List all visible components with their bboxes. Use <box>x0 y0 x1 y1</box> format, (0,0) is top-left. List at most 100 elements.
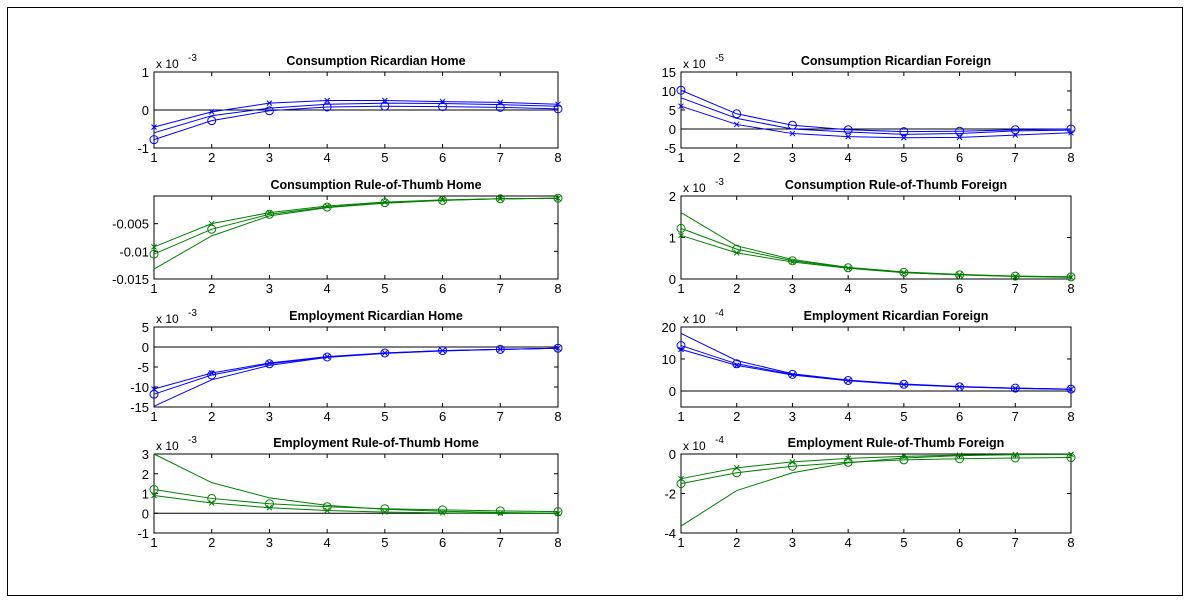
x-tick-label: 2 <box>733 281 740 296</box>
data-point-cross <box>1068 274 1074 281</box>
data-point-circle <box>149 249 159 259</box>
x-tick-label: 5 <box>381 409 388 424</box>
data-point-cross <box>845 265 851 272</box>
data-point-circle <box>553 104 563 114</box>
series-line-3 <box>153 347 559 407</box>
data-point-cross <box>439 510 446 516</box>
data-point-circle <box>207 224 217 234</box>
x-tick-label: 7 <box>1012 150 1019 165</box>
data-point-circle <box>322 102 332 112</box>
x-tick-label: 6 <box>956 535 963 550</box>
x-tick-label: 3 <box>266 150 273 165</box>
x-tick-label: 6 <box>956 281 963 296</box>
x-tick-label: 6 <box>439 535 446 550</box>
axes-box <box>153 195 559 280</box>
data-point-cross <box>151 244 157 250</box>
chart-panel-3: 1 2 3 4 5 6 7 8 -0.015 -0.01 -0.005 Consumption Rul… <box>112 178 563 296</box>
x-tick-label: 3 <box>789 409 796 424</box>
series-line-2 <box>153 102 559 134</box>
data-point-cross <box>555 510 561 517</box>
data-point-circle <box>899 455 909 465</box>
y-tick-label: 0 <box>669 384 676 399</box>
x-tick-label: 5 <box>900 535 907 550</box>
chart-title: Consumption Ricardian Foreign <box>801 54 991 68</box>
y-tick-label: 2 <box>669 189 676 204</box>
data-point-cross <box>956 134 963 141</box>
y-tick-label: 1 <box>142 487 149 502</box>
series-line-3 <box>153 197 559 270</box>
x-tick-label: 1 <box>150 409 157 424</box>
chart-panel-5: 1 2 3 4 5 6 7 8 -15 -10 -5 0 5 Employment Ricardian H… <box>130 308 563 424</box>
chart-title: Employment Rule-of-Thumb Foreign <box>788 436 1005 450</box>
data-point-cross <box>324 97 330 104</box>
y-tick-label: -4 <box>664 526 676 541</box>
series-line-3 <box>680 234 1072 278</box>
exponent-power: -3 <box>188 435 197 446</box>
y-tick-label: 0 <box>142 103 149 118</box>
x-tick-label: 1 <box>677 281 684 296</box>
data-point-circle <box>955 454 965 464</box>
data-point-circle <box>207 116 217 126</box>
x-tick-label: 6 <box>956 150 963 165</box>
data-point-circle <box>264 359 274 369</box>
y-tick-label: 3 <box>142 447 149 462</box>
data-point-cross <box>439 197 446 203</box>
y-tick-label: -15 <box>130 400 149 415</box>
x-tick-label: 5 <box>381 150 388 165</box>
y-tick-label: 10 <box>662 84 676 99</box>
x-tick-label: 8 <box>1067 409 1074 424</box>
chart-panel-2: 1 2 3 4 5 6 7 8 -5 0 5 10 15 Consumption Ricardian Fo… <box>662 53 1076 165</box>
data-point-circle <box>787 461 797 471</box>
data-point-circle <box>149 485 159 495</box>
x-tick-label: 8 <box>554 409 561 424</box>
series-line-3 <box>680 348 1072 390</box>
y-tick-label: -0.005 <box>112 217 149 232</box>
y-tick-label: 10 <box>662 352 676 367</box>
axes-box <box>680 71 1072 149</box>
data-point-cross <box>845 377 851 384</box>
x-tick-label: 3 <box>789 535 796 550</box>
x-tick-label: 4 <box>845 281 852 296</box>
axes-box <box>153 453 559 534</box>
y-tick-label: 5 <box>142 320 149 335</box>
x-tick-label: 5 <box>381 281 388 296</box>
data-point-cross <box>151 124 157 130</box>
data-point-cross <box>789 372 796 378</box>
chart-title: Consumption Rule-of-Thumb Foreign <box>785 178 1007 192</box>
data-point-cross <box>208 109 215 115</box>
data-point-cross <box>901 134 907 141</box>
x-tick-label: 6 <box>439 409 446 424</box>
data-point-cross <box>555 195 561 202</box>
chart-panel-6: 1 2 3 4 5 6 7 8 0 10 20 Employment Ricardian Foreig… <box>662 308 1076 424</box>
data-point-cross <box>901 269 907 276</box>
x-tick-label: 8 <box>1067 281 1074 296</box>
data-point-circle <box>1010 125 1020 135</box>
x-tick-label: 3 <box>266 535 273 550</box>
x-tick-label: 6 <box>439 150 446 165</box>
data-point-cross <box>208 500 215 506</box>
series-line-2 <box>153 489 559 513</box>
data-point-circle <box>787 256 797 266</box>
y-tick-label: -2 <box>664 487 676 502</box>
exponent-power: -5 <box>715 53 724 64</box>
series-line-1 <box>153 100 559 128</box>
x-tick-label: 2 <box>733 150 740 165</box>
chart-panel-8: 1 2 3 4 5 6 7 8 -4 -2 0 Employment Rule-of-Thumb Fo… <box>664 435 1076 550</box>
data-point-circle <box>207 370 217 380</box>
x-tick-label: 2 <box>733 409 740 424</box>
x-tick-label: 4 <box>324 281 331 296</box>
data-point-cross <box>497 510 504 517</box>
data-point-circle <box>149 389 159 399</box>
data-point-cross <box>733 362 740 369</box>
chart-title: Employment Ricardian Home <box>289 309 463 323</box>
x-tick-label: 1 <box>150 150 157 165</box>
series-line-2 <box>680 97 1072 135</box>
x-tick-label: 2 <box>208 281 215 296</box>
data-point-circle <box>843 125 853 135</box>
y-tick-label: -5 <box>137 360 149 375</box>
data-point-circle <box>149 135 159 145</box>
y-tick-label: 0 <box>669 122 676 137</box>
x-tick-label: 8 <box>1067 150 1074 165</box>
chart-title: Employment Rule-of-Thumb Home <box>273 436 479 450</box>
